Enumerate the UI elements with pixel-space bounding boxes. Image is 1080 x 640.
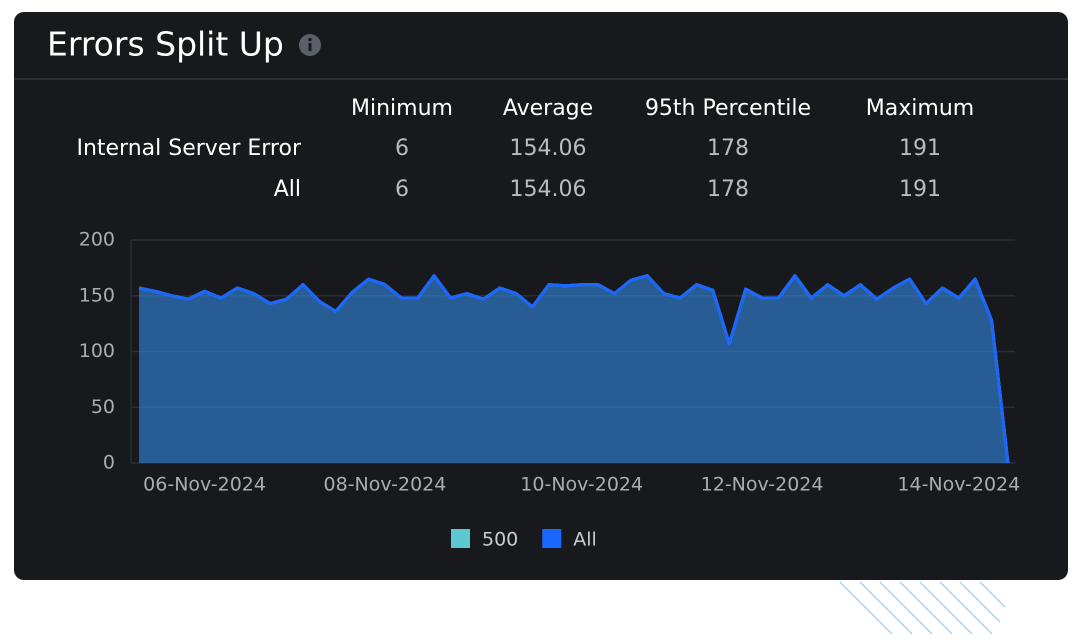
legend-label: 500: [482, 529, 518, 551]
column-header: Minimum: [351, 96, 453, 121]
legend-swatch: [542, 529, 562, 548]
widget-title: Errors Split Up: [47, 25, 284, 64]
cell-value: 154.06: [510, 177, 587, 202]
line: [138, 274, 1010, 464]
y-tick-label: 100: [79, 340, 115, 362]
y-tick-label: 0: [103, 452, 115, 474]
legend-swatch: [451, 529, 470, 548]
cell-value: 6: [395, 177, 409, 202]
y-tick-label: 50: [91, 396, 115, 418]
stats-table: Minimum Average 95th Percentile Maximum Inte…: [76, 96, 974, 202]
chart: 0 50 100 150 200 06-Nov-2024 08-Nov-2024 10-Nov…: [79, 229, 1020, 551]
x-tick-label: 10-Nov-2024: [520, 474, 643, 496]
cell-value: 178: [707, 177, 749, 202]
x-tick-label: 08-Nov-2024: [324, 474, 447, 496]
y-tick-label: 150: [79, 284, 115, 306]
row-label: Internal Server Error: [76, 136, 301, 161]
column-header: Maximum: [866, 96, 974, 121]
decoration: [839, 581, 1006, 635]
x-tick-label: 06-Nov-2024: [143, 474, 266, 496]
row-label: All: [274, 177, 301, 202]
column-header: 95th Percentile: [645, 96, 811, 121]
area: [139, 275, 1008, 463]
y-tick-label: 200: [79, 229, 115, 251]
cell-value: 178: [707, 136, 749, 161]
cell-value: 191: [899, 177, 941, 202]
column-header: Average: [503, 96, 593, 121]
cell-value: 154.06: [510, 136, 587, 161]
area: [139, 275, 1008, 463]
x-tick-label: 14-Nov-2024: [897, 474, 1020, 496]
x-tick-label: 12-Nov-2024: [701, 474, 824, 496]
cell-value: 6: [395, 136, 409, 161]
legend-label: All: [573, 529, 597, 551]
info-icon[interactable]: [299, 34, 321, 56]
cell-value: 191: [899, 136, 941, 161]
